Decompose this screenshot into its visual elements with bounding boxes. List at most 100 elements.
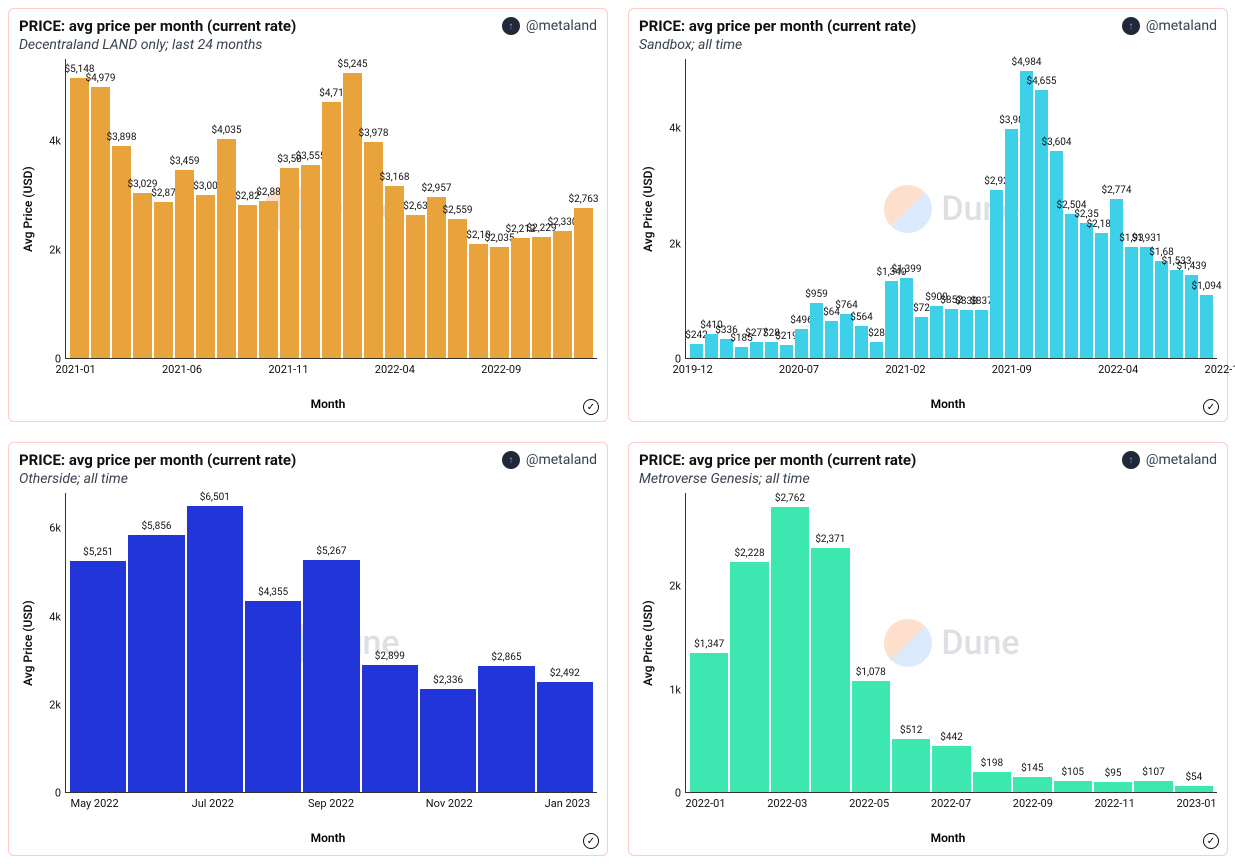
- bar[interactable]: $2,229: [532, 59, 551, 358]
- bar[interactable]: $2,88: [259, 59, 278, 358]
- bar[interactable]: $2,492: [537, 493, 593, 792]
- bar[interactable]: $5,856: [128, 493, 184, 792]
- bar[interactable]: $1,094: [1200, 59, 1213, 358]
- bar[interactable]: $145: [1013, 493, 1051, 792]
- bar[interactable]: $1,078: [852, 493, 890, 792]
- author-link[interactable]: ↑@metaland: [1122, 451, 1217, 469]
- bar[interactable]: $5,245: [343, 59, 362, 358]
- bar[interactable]: $2,63: [406, 59, 425, 358]
- bar[interactable]: $1,340: [885, 59, 898, 358]
- bar[interactable]: $852: [945, 59, 958, 358]
- bar[interactable]: $900: [930, 59, 943, 358]
- bar[interactable]: $2,762: [771, 493, 809, 792]
- bar[interactable]: $105: [1054, 493, 1092, 792]
- bar[interactable]: $6,501: [187, 493, 243, 792]
- bar[interactable]: $4,035: [217, 59, 236, 358]
- bar[interactable]: $2,182: [1095, 59, 1108, 358]
- bar[interactable]: $2,212: [511, 59, 530, 358]
- x-tick: 2021-01: [56, 363, 96, 376]
- bar[interactable]: $496: [795, 59, 808, 358]
- bar[interactable]: $3,029: [133, 59, 152, 358]
- author-link[interactable]: ↑@metaland: [1122, 17, 1217, 35]
- bar[interactable]: $2,371: [811, 493, 849, 792]
- x-tick: 2022-09: [1013, 797, 1053, 810]
- bar-value-label: $107: [1142, 767, 1164, 778]
- bar[interactable]: $2,774: [1110, 59, 1123, 358]
- bar-rect: [960, 310, 973, 358]
- bar[interactable]: $4,655: [1035, 59, 1048, 358]
- verified-check-icon[interactable]: ✓: [583, 399, 599, 415]
- bar[interactable]: $2,87: [154, 59, 173, 358]
- bar[interactable]: $2,763: [574, 59, 593, 358]
- bar[interactable]: $959: [810, 59, 823, 358]
- bar[interactable]: $2,92: [990, 59, 1003, 358]
- bar[interactable]: $1,399: [900, 59, 913, 358]
- bar[interactable]: $3,459: [175, 59, 194, 358]
- bar[interactable]: $1,68: [1155, 59, 1168, 358]
- bar[interactable]: $2,35: [1080, 59, 1093, 358]
- bar[interactable]: $198: [973, 493, 1011, 792]
- bar[interactable]: $107: [1134, 493, 1172, 792]
- bar[interactable]: $219: [780, 59, 793, 358]
- bar[interactable]: $5,267: [303, 493, 359, 792]
- author-link[interactable]: ↑@metaland: [502, 17, 597, 35]
- bar[interactable]: $336: [720, 59, 733, 358]
- bar[interactable]: $512: [892, 493, 930, 792]
- bar[interactable]: $2,330: [553, 59, 572, 358]
- y-axis: 02k4k: [657, 59, 685, 359]
- bar[interactable]: $4,355: [245, 493, 301, 792]
- bar[interactable]: $5,148: [70, 59, 89, 358]
- bar-rect: [1110, 199, 1123, 359]
- bar[interactable]: $2,865: [478, 493, 534, 792]
- bar[interactable]: $28: [870, 59, 883, 358]
- verified-check-icon[interactable]: ✓: [583, 833, 599, 849]
- bar[interactable]: $2,10: [469, 59, 488, 358]
- bar[interactable]: $1,93: [1125, 59, 1138, 358]
- bar[interactable]: $3,98: [1005, 59, 1018, 358]
- bar[interactable]: $3,555: [301, 59, 320, 358]
- bar[interactable]: $838: [960, 59, 973, 358]
- bar[interactable]: $564: [855, 59, 868, 358]
- bar[interactable]: $3,168: [385, 59, 404, 358]
- bar[interactable]: $4,984: [1020, 59, 1033, 358]
- bar-value-label: $2,865: [491, 652, 521, 663]
- verified-check-icon[interactable]: ✓: [1203, 833, 1219, 849]
- bar-value-label: $2,63: [403, 201, 427, 212]
- bar[interactable]: $3,978: [364, 59, 383, 358]
- author-handle: @metaland: [526, 18, 597, 34]
- bar[interactable]: $3,50: [280, 59, 299, 358]
- bar[interactable]: $442: [932, 493, 970, 792]
- bar[interactable]: $4,71: [322, 59, 341, 358]
- bar[interactable]: $277: [750, 59, 763, 358]
- author-link[interactable]: ↑@metaland: [502, 451, 597, 469]
- bar[interactable]: $2,336: [420, 493, 476, 792]
- y-tick: 4k: [669, 122, 681, 135]
- y-axis-label: Avg Price (USD): [639, 493, 657, 793]
- bar[interactable]: $1,533: [1170, 59, 1183, 358]
- bar[interactable]: $2,228: [730, 493, 768, 792]
- bar[interactable]: $2,899: [362, 493, 418, 792]
- bar[interactable]: $95: [1094, 493, 1132, 792]
- bar[interactable]: $3,898: [112, 59, 131, 358]
- x-axis-label: Month: [679, 831, 1217, 845]
- bar[interactable]: $54: [1175, 493, 1213, 792]
- bar[interactable]: $2,559: [448, 59, 467, 358]
- bar[interactable]: $410: [705, 59, 718, 358]
- bar-rect: [259, 201, 278, 358]
- bar[interactable]: $28: [765, 59, 778, 358]
- bar[interactable]: $837: [975, 59, 988, 358]
- bar[interactable]: $2,82: [238, 59, 257, 358]
- bar[interactable]: $185: [735, 59, 748, 358]
- bar[interactable]: $3,00: [196, 59, 215, 358]
- verified-check-icon[interactable]: ✓: [1203, 399, 1219, 415]
- bar[interactable]: $2,035: [490, 59, 509, 358]
- bar[interactable]: $5,251: [70, 493, 126, 792]
- bar[interactable]: $64: [825, 59, 838, 358]
- bar[interactable]: $72: [915, 59, 928, 358]
- bar[interactable]: $1,347: [690, 493, 728, 792]
- x-tick: Sep 2022: [308, 797, 354, 810]
- bar[interactable]: $1,931: [1140, 59, 1153, 358]
- bar[interactable]: $1,439: [1185, 59, 1198, 358]
- bar[interactable]: $242: [690, 59, 703, 358]
- bar[interactable]: $4,979: [91, 59, 110, 358]
